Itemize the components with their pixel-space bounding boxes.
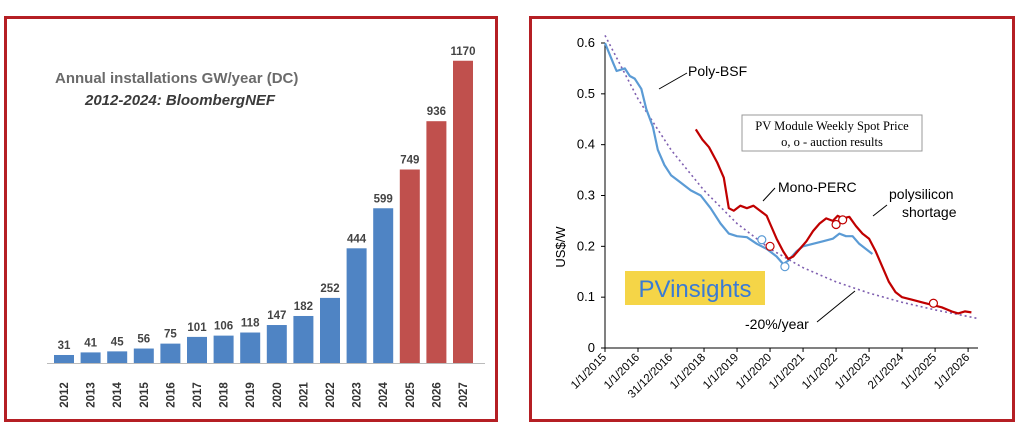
bar-value-label: 31 bbox=[58, 340, 71, 352]
bar-value-label: 56 bbox=[137, 334, 150, 346]
bar-2019 bbox=[240, 332, 261, 363]
y-tick-label: 0.5 bbox=[577, 86, 595, 101]
bar-category-label: 2026 bbox=[431, 382, 443, 408]
mono-perc-label: Mono-PERC bbox=[778, 179, 857, 195]
bar-value-label: 252 bbox=[320, 283, 339, 295]
bar-category-label: 2027 bbox=[458, 382, 470, 408]
y-tick-label: 0 bbox=[588, 340, 595, 355]
bar-chart-subtitle: 2012-2024: BloombergNEF bbox=[84, 92, 276, 109]
bar-category-label: 2013 bbox=[86, 382, 98, 408]
trend-label: -20%/year bbox=[745, 316, 809, 332]
bar-category-label: 2017 bbox=[192, 382, 204, 408]
bar-2015 bbox=[133, 348, 154, 363]
shortage-label-line2: shortage bbox=[902, 204, 957, 220]
bar-category-label: 2025 bbox=[405, 382, 417, 408]
bar-value-label: 749 bbox=[400, 155, 419, 167]
poly-bsf-series bbox=[603, 42, 874, 266]
bar-2016 bbox=[160, 343, 181, 363]
shortage-label-line1: polysilicon bbox=[889, 186, 954, 202]
bar-2027 bbox=[453, 60, 473, 363]
bar-category-label: 2020 bbox=[272, 382, 284, 408]
bar-category-label: 2016 bbox=[165, 382, 177, 408]
bar-category-label: 2018 bbox=[219, 382, 231, 408]
bars-group: 31 2012 41 2013 45 2014 56 2015 75 2016 101 2017 106… bbox=[47, 46, 485, 408]
bar-2013 bbox=[80, 352, 101, 363]
y-tick-label: 0.2 bbox=[577, 238, 595, 253]
auction-marker-red bbox=[928, 298, 939, 308]
bar-value-label: 45 bbox=[111, 336, 124, 348]
bar-category-label: 2021 bbox=[298, 382, 310, 408]
bar-2023 bbox=[346, 248, 367, 363]
bar-value-label: 75 bbox=[164, 329, 177, 341]
bar-category-label: 2015 bbox=[139, 382, 151, 408]
installations-chart-panel: Annual installations GW/year (DC) 2012-2… bbox=[4, 16, 498, 422]
bar-value-label: 101 bbox=[187, 322, 207, 334]
x-tick-label: 1/1/2026 bbox=[932, 352, 972, 392]
y-tick-label: 0.3 bbox=[577, 188, 595, 203]
bar-category-label: 2022 bbox=[325, 382, 337, 408]
bar-2020 bbox=[266, 325, 287, 363]
mono-perc-series bbox=[694, 128, 972, 315]
mono-leader-line bbox=[762, 187, 776, 202]
bar-2024 bbox=[373, 208, 394, 363]
legend-box-line2: o, o - auction results bbox=[781, 135, 883, 149]
bar-2021 bbox=[293, 315, 314, 363]
bar-value-label: 106 bbox=[214, 321, 233, 333]
bar-value-label: 182 bbox=[294, 301, 313, 313]
legend-box-line1: PV Module Weekly Spot Price bbox=[755, 119, 909, 133]
bar-2012 bbox=[54, 354, 74, 363]
bar-2014 bbox=[107, 351, 128, 363]
bar-category-label: 2019 bbox=[245, 382, 257, 408]
bar-2017 bbox=[187, 336, 207, 363]
module-price-line-chart: PV Module Weekly Spot Price o, o - aucti… bbox=[553, 35, 979, 401]
auction-marker-blue bbox=[780, 262, 790, 272]
pvinsights-logo-box bbox=[625, 271, 765, 305]
trend-series bbox=[604, 35, 979, 320]
shortage-leader-line bbox=[872, 204, 888, 217]
bar-2025 bbox=[399, 169, 420, 363]
legend-box bbox=[741, 114, 923, 152]
bar-value-label: 147 bbox=[267, 310, 286, 322]
trend-leader-line bbox=[816, 290, 856, 323]
bar-value-label: 1170 bbox=[451, 46, 476, 58]
auction-marker-red bbox=[838, 215, 848, 225]
bar-2026 bbox=[426, 121, 447, 363]
bar-category-label: 2014 bbox=[112, 382, 124, 408]
y-axis-label: US$/W bbox=[553, 226, 568, 268]
bar-chart-title: Annual installations GW/year (DC) bbox=[55, 70, 298, 87]
y-tick-label: 0.1 bbox=[577, 289, 595, 304]
poly-bsf-label: Poly-BSF bbox=[688, 63, 747, 79]
bar-value-label: 444 bbox=[347, 233, 367, 245]
price-chart-panel: PV Module Weekly Spot Price o, o - aucti… bbox=[529, 16, 1015, 422]
bar-2022 bbox=[320, 297, 340, 363]
poly-leader-line bbox=[658, 72, 688, 90]
auction-marker-red bbox=[765, 241, 775, 251]
bar-category-label: 2023 bbox=[352, 382, 364, 408]
y-tick-label: 0.6 bbox=[577, 35, 595, 50]
auction-marker-red bbox=[831, 219, 841, 230]
installations-bar-chart: Annual installations GW/year (DC) 2012-2… bbox=[47, 46, 485, 408]
bar-2018 bbox=[213, 335, 234, 363]
bar-value-label: 118 bbox=[241, 318, 260, 330]
bar-category-label: 2012 bbox=[59, 382, 71, 408]
bar-value-label: 599 bbox=[374, 193, 393, 205]
y-tick-label: 0.4 bbox=[577, 137, 595, 152]
pvinsights-logo: PVinsights bbox=[639, 276, 752, 303]
bar-category-label: 2024 bbox=[378, 382, 390, 408]
bar-value-label: 41 bbox=[84, 337, 97, 349]
auction-marker-blue bbox=[757, 235, 767, 245]
bar-value-label: 936 bbox=[427, 106, 446, 118]
